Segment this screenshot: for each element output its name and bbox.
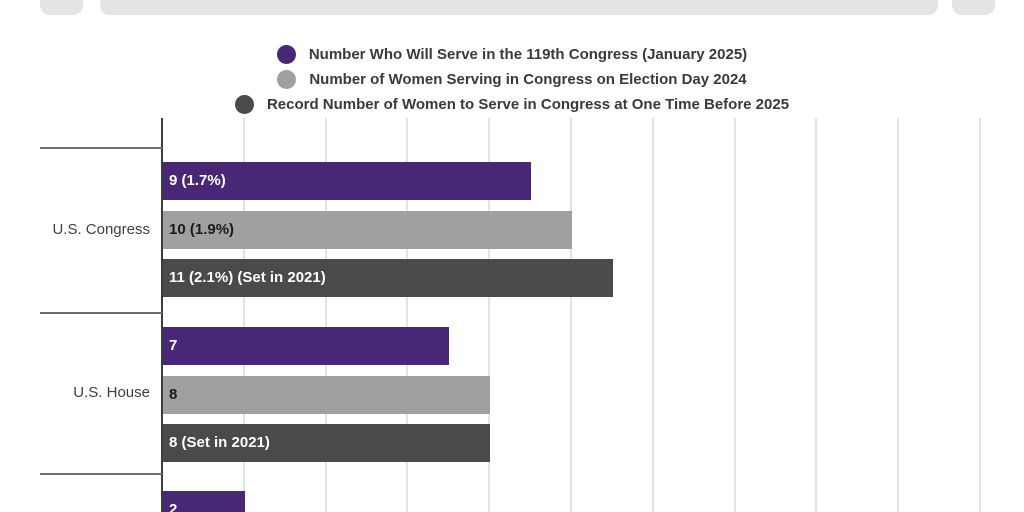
category-separator [40, 147, 162, 149]
legend-item-label: Number Who Will Serve in the 119th Congr… [308, 46, 748, 63]
bar-chart: U.S. Congress U.S. House 9 (1.7%) 7 2 10 (1.9… [0, 118, 1024, 512]
legend-swatch-circle-icon [276, 45, 296, 64]
toolbar-skeleton-middle [100, 0, 938, 15]
gridline-x-12 [651, 118, 654, 512]
category-separator [40, 473, 162, 475]
bar-series-3-group-2[interactable]: 8 (Set in 2021) [163, 424, 491, 462]
gridline-x-16 [815, 118, 818, 512]
gridline-x-6 [406, 118, 409, 512]
toolbar-skeleton-left [40, 0, 83, 15]
gridline-x-20 [979, 118, 981, 512]
bar-value-label: 11 (2.1%) (Set in 2021) [169, 269, 326, 286]
chart-legend: Number Who Will Serve in the 119th Congr… [0, 42, 1024, 117]
bar-series-1-group-2[interactable]: 7 [163, 327, 450, 365]
bar-series-1-group-3[interactable]: 2 [163, 491, 245, 512]
bar-value-label: 7 [169, 337, 178, 354]
gridline-x-14 [733, 118, 736, 512]
gridline-x-4 [324, 118, 327, 512]
toolbar-skeleton-right [952, 0, 995, 15]
bar-series-2-group-2[interactable]: 8 [163, 375, 491, 414]
legend-item-label: Record Number of Women to Serve in Congr… [266, 96, 790, 113]
legend-item-label: Number of Women Serving in Congress on E… [309, 71, 747, 88]
gridline-x-8 [488, 118, 491, 512]
bar-value-label: 8 (Set in 2021) [169, 434, 270, 451]
category-label-u-s-house: U.S. House [73, 383, 150, 401]
y-axis-baseline [161, 118, 163, 512]
category-label-u-s-congress: U.S. Congress [52, 220, 150, 238]
legend-item-1: Number Who Will Serve in the 119th Congr… [0, 42, 1024, 67]
bar-value-label: 2 [169, 501, 178, 512]
legend-item-3: Record Number of Women to Serve in Congr… [0, 92, 1024, 117]
bar-series-2-group-1[interactable]: 10 (1.9%) [163, 210, 572, 249]
bar-series-1-group-1[interactable]: 9 (1.7%) [163, 162, 532, 200]
legend-item-2: Number of Women Serving in Congress on E… [0, 67, 1024, 92]
legend-swatch-circle-icon [234, 95, 254, 114]
bar-value-label: 9 (1.7%) [169, 172, 226, 189]
bar-value-label: 10 (1.9%) [169, 220, 235, 238]
gridline-x-2 [242, 118, 245, 512]
bar-series-3-group-1[interactable]: 11 (2.1%) (Set in 2021) [163, 259, 613, 297]
legend-swatch-circle-icon [277, 70, 297, 89]
gridline-x-18 [897, 118, 900, 512]
gridline-x-10 [570, 118, 572, 512]
bar-value-label: 8 [169, 385, 178, 403]
category-separator [40, 312, 162, 314]
